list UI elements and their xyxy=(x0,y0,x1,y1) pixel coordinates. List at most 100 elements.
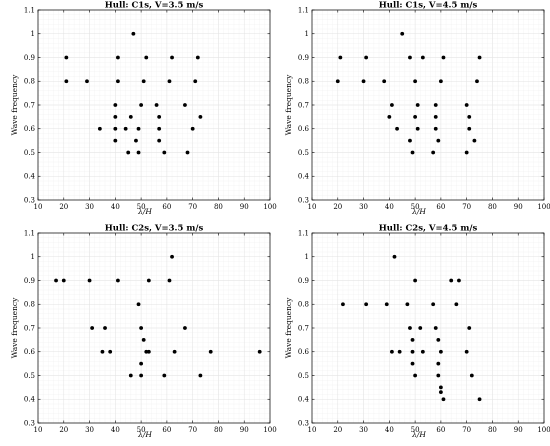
data-point xyxy=(433,126,438,131)
data-point xyxy=(415,126,420,131)
data-point xyxy=(167,79,172,84)
data-point xyxy=(128,114,133,119)
x-tick-label: 80 xyxy=(214,426,223,434)
data-point xyxy=(116,55,120,60)
data-point xyxy=(54,278,58,283)
data-point xyxy=(341,302,345,307)
y-axis-label: Wave frequency xyxy=(284,74,293,135)
plot-frame xyxy=(37,9,271,201)
data-point xyxy=(438,390,443,395)
x-tick-label: 70 xyxy=(462,426,471,434)
data-point xyxy=(193,79,198,84)
x-tick-label: 100 xyxy=(537,203,550,211)
x-tick-label: 50 xyxy=(411,426,420,434)
x-tick-label: 30 xyxy=(85,426,94,434)
data-point xyxy=(157,126,162,131)
data-point xyxy=(469,373,474,378)
data-point xyxy=(183,326,187,330)
chart-title: Hull: C2s, V=4.5 m/s xyxy=(379,224,478,234)
data-point xyxy=(420,55,425,60)
y-tick-label: 0.4 xyxy=(298,173,310,181)
y-tick-label: 0.8 xyxy=(298,301,309,309)
y-tick-label: 0.4 xyxy=(24,173,36,181)
data-point xyxy=(431,302,436,307)
x-tick-label: 100 xyxy=(263,426,276,434)
data-point xyxy=(467,326,472,330)
y-axis-label: Wave frequency xyxy=(284,297,293,358)
x-tick-label: 60 xyxy=(162,426,171,434)
y-tick-label: 1 xyxy=(31,30,35,38)
y-tick-label: 0.4 xyxy=(24,396,36,404)
data-point xyxy=(384,302,389,307)
data-point xyxy=(436,337,441,342)
data-point xyxy=(441,55,446,60)
y-tick-label: 0.9 xyxy=(24,277,35,285)
data-point xyxy=(139,326,144,330)
data-point xyxy=(410,349,415,354)
data-point xyxy=(464,103,469,107)
x-tick-label: 50 xyxy=(411,203,420,211)
y-tick-label: 0.3 xyxy=(24,196,35,204)
data-point xyxy=(97,126,102,131)
x-tick-label: 20 xyxy=(333,203,342,211)
data-point xyxy=(139,373,144,378)
x-tick-label: 10 xyxy=(34,426,43,434)
data-point xyxy=(413,373,418,378)
data-point xyxy=(61,278,66,283)
data-point xyxy=(397,349,402,354)
data-point xyxy=(128,373,133,378)
data-point xyxy=(185,150,190,155)
data-point xyxy=(433,114,438,119)
data-point xyxy=(198,373,203,378)
data-point xyxy=(441,397,446,402)
x-tick-label: 80 xyxy=(488,203,497,211)
data-point xyxy=(157,138,162,143)
data-point xyxy=(123,126,128,131)
y-tick-label: 0.5 xyxy=(298,149,309,157)
x-tick-label: 90 xyxy=(514,426,523,434)
y-tick-label: 0.7 xyxy=(298,324,309,332)
data-point xyxy=(438,385,443,390)
data-point xyxy=(108,349,113,354)
data-point xyxy=(64,79,69,84)
plot-frame xyxy=(311,232,545,424)
x-tick-label: 30 xyxy=(85,203,94,211)
y-tick-label: 0.3 xyxy=(24,419,35,427)
y-tick-label: 0.9 xyxy=(298,277,309,285)
data-point xyxy=(410,337,415,342)
data-point xyxy=(144,55,149,60)
data-point xyxy=(136,302,141,307)
data-point xyxy=(154,103,159,107)
x-tick-label: 70 xyxy=(462,203,471,211)
x-tick-label: 20 xyxy=(333,426,342,434)
y-tick-label: 0.7 xyxy=(24,324,35,332)
x-tick-label: 70 xyxy=(188,203,197,211)
data-point xyxy=(433,326,438,330)
x-tick-label: 40 xyxy=(385,426,394,434)
data-point xyxy=(477,397,482,402)
data-point xyxy=(172,349,177,354)
y-tick-label: 1.1 xyxy=(298,6,309,14)
y-tick-label: 0.9 xyxy=(298,54,309,62)
data-point xyxy=(400,31,405,36)
y-tick-label: 1.1 xyxy=(298,229,309,237)
chart-title: Hull: C1s, V=3.5 m/s xyxy=(105,1,204,11)
y-tick-label: 0.6 xyxy=(24,125,36,133)
data-point xyxy=(364,302,369,307)
data-point xyxy=(413,114,418,119)
data-point xyxy=(457,278,461,283)
x-axis-label: λ/H xyxy=(137,207,152,216)
y-tick-label: 1.1 xyxy=(24,6,35,14)
data-point xyxy=(64,55,69,60)
data-point xyxy=(139,103,144,107)
data-point xyxy=(335,79,340,84)
data-point xyxy=(162,373,167,378)
data-point xyxy=(338,55,343,60)
y-axis-label: Wave frequency xyxy=(10,74,19,135)
data-point xyxy=(126,150,131,155)
data-point xyxy=(467,114,472,119)
y-tick-label: 1.1 xyxy=(24,229,35,237)
data-point xyxy=(413,79,418,84)
x-axis-label: λ/H xyxy=(411,207,426,216)
data-point xyxy=(162,150,167,155)
